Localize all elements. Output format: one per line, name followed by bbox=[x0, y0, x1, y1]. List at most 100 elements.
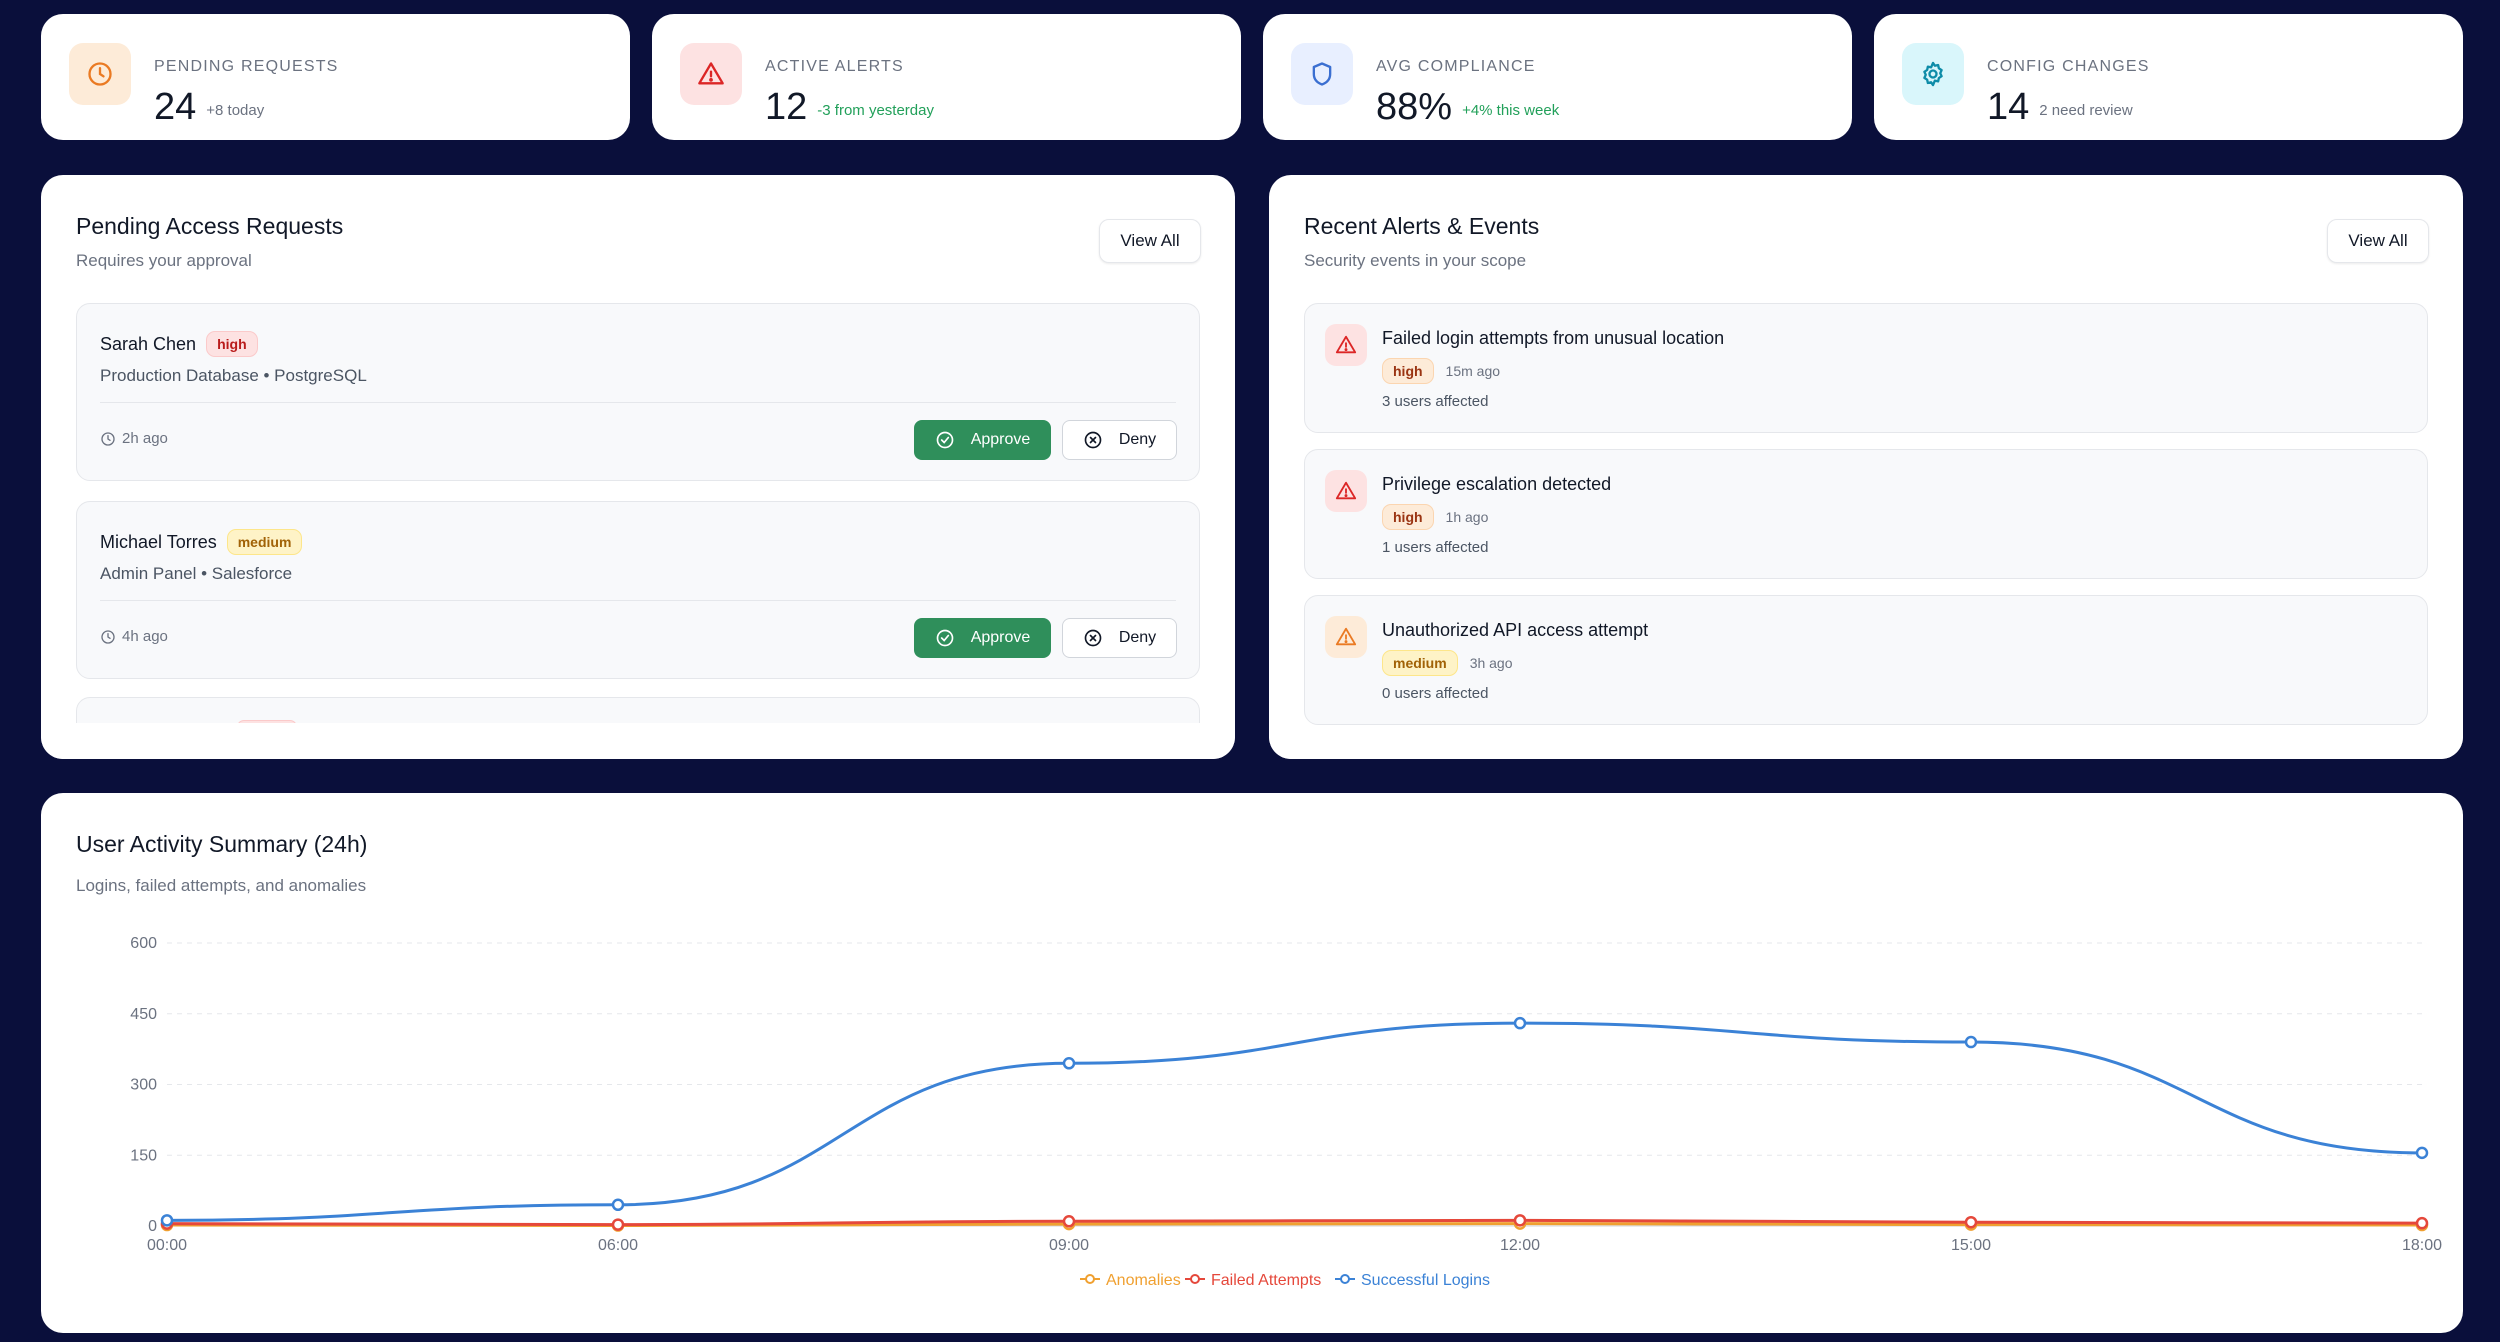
x-tick-label: 12:00 bbox=[1500, 1237, 1540, 1254]
affected-users: 3 users affected bbox=[1382, 393, 1489, 410]
panel-subtitle: Security events in your scope bbox=[1304, 251, 1527, 270]
series-line bbox=[166, 1021, 2423, 1222]
view-all-requests-button[interactable]: View All bbox=[1099, 219, 1201, 263]
gear-icon bbox=[1902, 43, 1964, 105]
x-circle-icon bbox=[1083, 628, 1103, 648]
alert-time: 3h ago bbox=[1469, 655, 1513, 671]
data-point bbox=[611, 1198, 625, 1212]
approve-button[interactable]: Approve bbox=[914, 618, 1051, 658]
stat-card: CONFIG CHANGES 14 2 need review bbox=[1874, 14, 2463, 140]
chart-title: User Activity Summary (24h) bbox=[76, 831, 368, 857]
y-tick-label: 300 bbox=[130, 1077, 157, 1094]
alert-meta: medium 3h ago bbox=[1382, 650, 1513, 676]
y-tick-label: 0 bbox=[148, 1218, 157, 1235]
stat-label: ACTIVE ALERTS bbox=[765, 58, 904, 75]
severity-badge: high bbox=[1382, 504, 1434, 530]
stat-delta: -3 from yesterday bbox=[817, 102, 934, 119]
legend-marker bbox=[1340, 1274, 1350, 1284]
warning-icon bbox=[680, 43, 742, 105]
request-time-text: 2h ago bbox=[122, 430, 168, 447]
stat-card: ACTIVE ALERTS 12 -3 from yesterday bbox=[652, 14, 1241, 140]
alert-item[interactable]: Privilege escalation detected high 1h ago… bbox=[1304, 449, 2428, 579]
check-circle-icon bbox=[935, 430, 955, 450]
stat-card: PENDING REQUESTS 24 +8 today bbox=[41, 14, 630, 140]
clock-icon bbox=[100, 629, 116, 645]
deny-button[interactable]: Deny bbox=[1062, 618, 1177, 658]
request-time-text: 4h ago bbox=[122, 628, 168, 645]
x-circle-icon bbox=[1083, 430, 1103, 450]
stat-label: PENDING REQUESTS bbox=[154, 58, 339, 75]
panel-subtitle: Requires your approval bbox=[76, 251, 252, 270]
pending-requests-panel: Pending Access Requests Requires your ap… bbox=[41, 175, 1235, 759]
activity-line-chart: 0 150 300 450 600 00:00 06:00 09:00 12:00 15:00 18… bbox=[130, 935, 2442, 1289]
requester-name-row: Sarah Chen high bbox=[100, 331, 258, 357]
request-time: 4h ago bbox=[100, 628, 168, 645]
stat-value: 12 bbox=[765, 86, 808, 128]
y-tick-label: 450 bbox=[130, 1006, 157, 1023]
x-tick-label: 15:00 bbox=[1951, 1237, 1991, 1254]
alert-item[interactable]: Unauthorized API access attempt medium 3h… bbox=[1304, 595, 2428, 725]
panel-title: Recent Alerts & Events bbox=[1304, 213, 1540, 239]
x-tick-label: 09:00 bbox=[1049, 1237, 1089, 1254]
data-point bbox=[1964, 1215, 1978, 1229]
data-point bbox=[1964, 1035, 1978, 1049]
view-all-alerts-button[interactable]: View All bbox=[2327, 219, 2429, 263]
y-tick-label: 600 bbox=[130, 935, 157, 952]
x-tick-label: 06:00 bbox=[598, 1237, 638, 1254]
legend-label: Failed Attempts bbox=[1211, 1272, 1321, 1289]
legend-label: Successful Logins bbox=[1361, 1272, 1490, 1289]
legend-marker bbox=[1085, 1274, 1095, 1284]
approve-label: Approve bbox=[970, 629, 1031, 646]
requester-name: Sarah Chen bbox=[100, 334, 197, 354]
alert-title: Failed login attempts from unusual locat… bbox=[1382, 328, 1725, 348]
data-point bbox=[2415, 1146, 2429, 1160]
requester-name: Michael Torres bbox=[100, 532, 217, 552]
data-point bbox=[1062, 1215, 1076, 1228]
approve-label: Approve bbox=[970, 431, 1031, 448]
affected-users: 1 users affected bbox=[1382, 539, 1489, 556]
stat-value: 14 bbox=[1987, 86, 2030, 128]
data-point bbox=[1062, 1057, 1076, 1070]
data-point bbox=[1513, 1214, 1527, 1227]
list-item[interactable]: Sarah Chen high Production Database • Pos… bbox=[76, 303, 1200, 481]
alert-item[interactable]: Failed login attempts from unusual locat… bbox=[1304, 303, 2428, 433]
requester-name-row: Michael Torres medium bbox=[100, 529, 303, 555]
panel-title: Pending Access Requests bbox=[76, 213, 344, 239]
stat-value: 24 bbox=[154, 86, 197, 128]
data-point bbox=[611, 1218, 625, 1231]
check-circle-icon bbox=[935, 628, 955, 648]
alert-title: Privilege escalation detected bbox=[1382, 474, 1612, 494]
shield-icon bbox=[1291, 43, 1353, 105]
deny-button[interactable]: Deny bbox=[1062, 420, 1177, 460]
data-point bbox=[160, 1214, 174, 1227]
series-line bbox=[166, 1218, 2423, 1227]
warning-icon bbox=[1325, 470, 1367, 512]
requested-resource: Production Database • PostgreSQL bbox=[100, 366, 367, 385]
x-tick-label: 00:00 bbox=[147, 1237, 187, 1254]
stat-card: AVG COMPLIANCE 88% +4% this week bbox=[1263, 14, 1852, 140]
request-time: 2h ago bbox=[100, 430, 168, 447]
deny-label: Deny bbox=[1118, 431, 1157, 448]
stat-delta: +4% this week bbox=[1462, 102, 1560, 119]
clock-icon bbox=[100, 431, 116, 447]
severity-badge: high bbox=[1382, 358, 1434, 384]
alert-meta: high 15m ago bbox=[1382, 358, 1500, 384]
y-tick-label: 150 bbox=[130, 1147, 157, 1164]
stat-value-row: 12 -3 from yesterday bbox=[765, 86, 934, 129]
stat-value-row: 14 2 need review bbox=[1987, 86, 2133, 129]
stat-delta: 2 need review bbox=[2039, 102, 2133, 119]
alert-meta: high 1h ago bbox=[1382, 504, 1488, 530]
data-point bbox=[2415, 1216, 2429, 1230]
affected-users: 0 users affected bbox=[1382, 685, 1489, 702]
approve-button[interactable]: Approve bbox=[914, 420, 1051, 460]
list-item[interactable]: Michael Torres medium Admin Panel • Sales… bbox=[76, 501, 1200, 679]
panel-fade bbox=[1269, 725, 2463, 759]
warning-icon bbox=[1325, 616, 1367, 658]
user-activity-panel: User Activity Summary (24h) Logins, fail… bbox=[41, 793, 2463, 1333]
recent-alerts-panel: Recent Alerts & Events Security events i… bbox=[1269, 175, 2463, 759]
requested-resource: Admin Panel • Salesforce bbox=[100, 564, 293, 583]
stat-value: 88% bbox=[1376, 86, 1453, 128]
clock-icon bbox=[69, 43, 131, 105]
severity-badge: medium bbox=[1382, 650, 1458, 676]
data-point bbox=[1513, 1016, 1527, 1030]
